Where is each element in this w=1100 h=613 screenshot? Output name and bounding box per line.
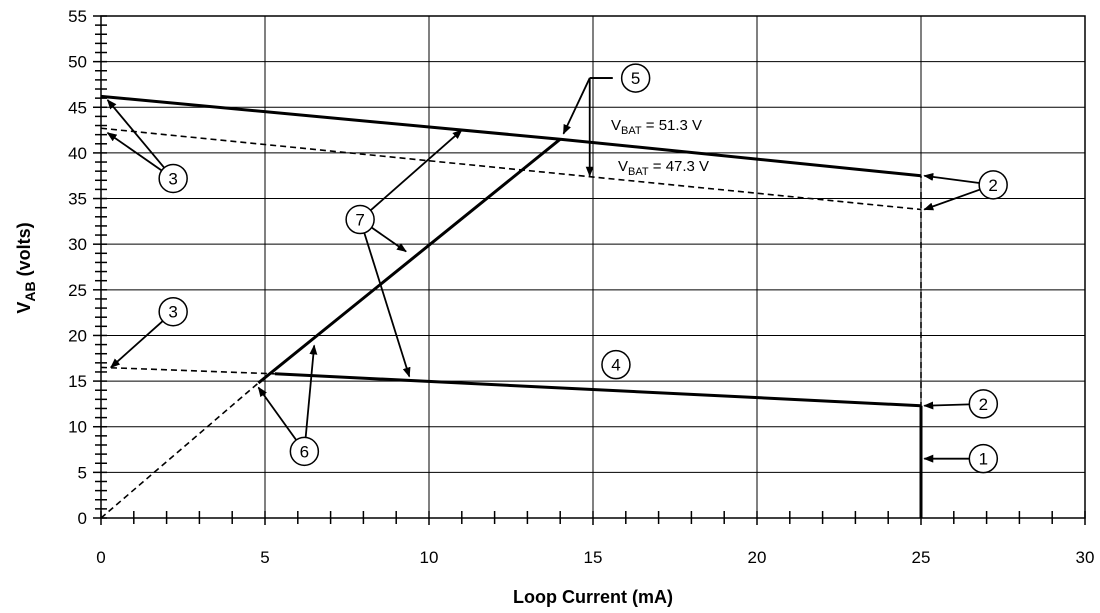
y-tick-label: 0 [78,509,87,528]
callout-circle [158,296,188,327]
callout-arrow [304,344,318,438]
dashed-series-line [100,382,259,519]
callout-2: 2 [923,170,1008,211]
callout-label: 2 [988,176,997,195]
callout-label: 5 [631,69,640,88]
callout-label: 1 [979,450,988,469]
callout-6: 6 [257,344,320,467]
callout-3: 3 [110,296,188,369]
callout-arrow [363,232,411,378]
dashed-series-line [100,366,275,375]
grid [101,16,1085,518]
y-tick-label: 10 [68,418,87,437]
callouts: 1 2 2 3 3 4 5 6 7 [106,63,1008,474]
y-tick-label: 25 [68,281,87,300]
callout-arrow [257,386,297,441]
callout-circle [968,389,999,419]
callout-7: 7 [345,129,463,378]
x-tick-label: 20 [748,548,767,567]
callout-arrow [562,77,591,135]
y-tick-label: 40 [68,144,87,163]
x-tick-label: 0 [96,548,105,567]
callout-label: 2 [979,395,988,414]
y-tick-label: 55 [68,7,87,26]
callout-2: 2 [923,389,999,419]
callout-label: 3 [168,303,177,322]
callout-circle [158,163,188,194]
callout-circle [620,63,651,93]
callout-label: 4 [611,356,620,375]
callout-circle [345,204,375,235]
callout-1: 1 [923,443,999,474]
callout-arrow [110,320,164,369]
callout-circle [601,349,631,380]
x-tick-label: 10 [420,548,439,567]
callout-circle [978,170,1008,200]
callout-arrow [923,172,980,184]
y-tick-label: 15 [68,372,87,391]
x-tick-label: 30 [1076,548,1095,567]
x-tick-label: 15 [584,548,603,567]
callout-arrow [371,226,407,253]
callout-circle [968,443,999,474]
y-tick-label: 50 [68,53,87,72]
callout-label: 6 [300,442,309,461]
callout-3: 3 [106,99,188,194]
dashed-series-line [100,127,922,211]
svg-text:VAB (volts): VAB (volts) [14,222,38,313]
callout-arrow [370,129,463,211]
x-axis-title: Loop Current (mA) [513,587,673,607]
solid-series-line [274,372,922,408]
callout-arrow [106,132,163,172]
y-tick-label: 20 [68,326,87,345]
y-tick-label: 35 [68,190,87,209]
x-tick-label: 25 [912,548,931,567]
callout-arrow [923,188,981,211]
solid-series-line [257,138,562,385]
vbat-low-annotation: VBAT = 47.3 V [618,158,709,178]
y-tick-label: 5 [78,463,87,482]
callout-circle [289,436,320,467]
callout-label: 7 [355,211,364,230]
vbat-high-annotation: VBAT = 51.3 V [611,117,702,137]
y-tick-label: 45 [68,98,87,117]
y-axis-title: VAB (volts) [14,222,38,313]
callout-4: 4 [601,349,631,380]
callout-label: 3 [168,169,177,188]
x-tick-label: 5 [260,548,269,567]
callout-arrow [923,401,970,410]
solid-series-line [100,94,922,178]
callout-5: 5 [562,63,651,177]
callout-arrow [106,99,165,169]
y-tick-label: 30 [68,235,87,254]
series-lines [100,94,923,519]
